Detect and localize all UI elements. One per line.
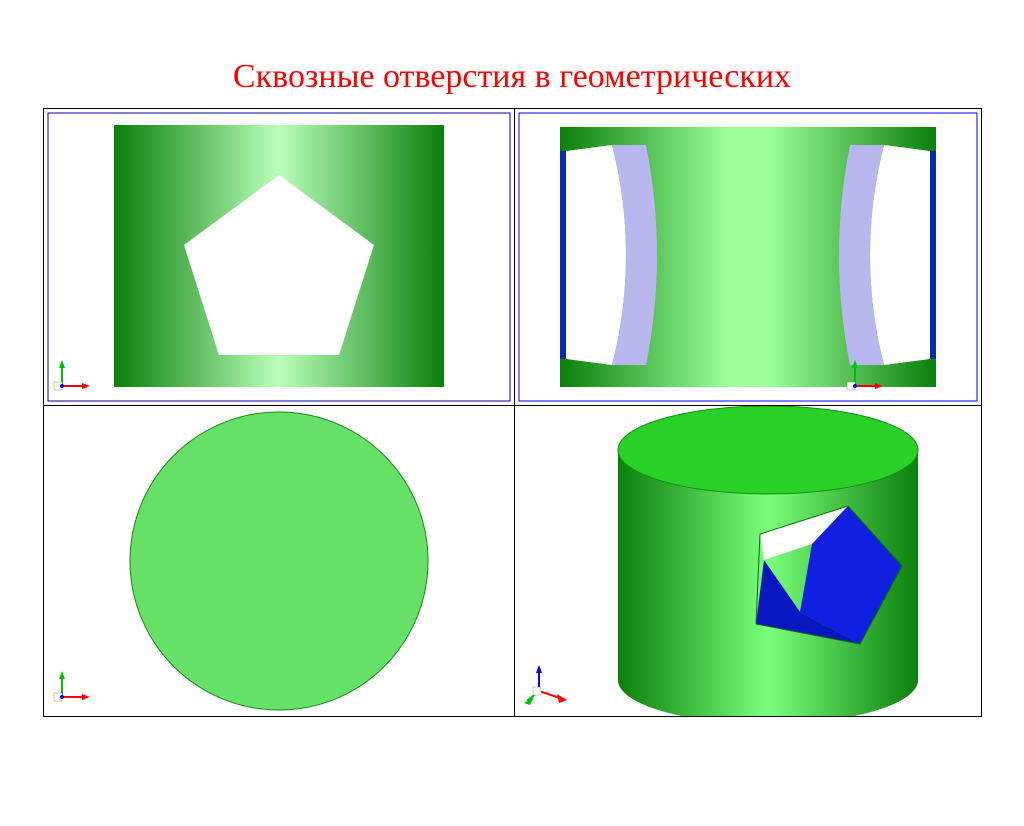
viewport-top-right xyxy=(515,109,981,405)
viewport-bottom-right xyxy=(515,406,981,716)
axis-widget-icon xyxy=(52,360,92,399)
viewport-grid xyxy=(43,108,982,717)
axis-widget-icon xyxy=(52,671,92,710)
page-title: Сквозные отверстия в геометрических xyxy=(0,58,1024,96)
axis-widget-icon xyxy=(845,360,885,399)
axis-widget-icon xyxy=(523,665,569,710)
viewport-top-left xyxy=(44,109,514,405)
viewport-bottom-left xyxy=(44,406,514,716)
